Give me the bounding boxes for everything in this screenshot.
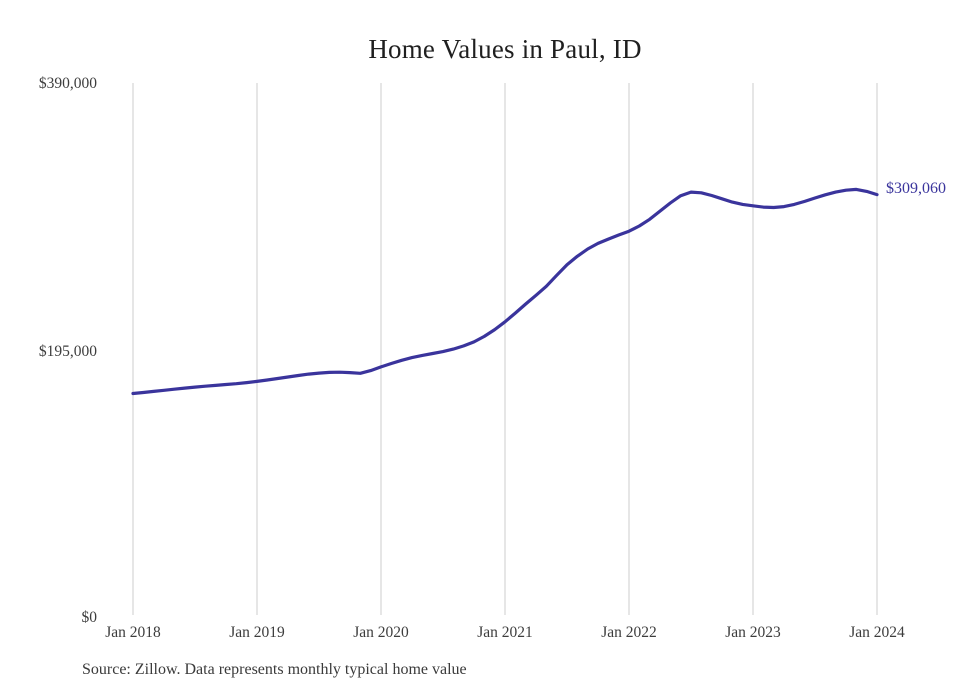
x-axis-tick-label-jan-2022: Jan 2022 <box>601 624 657 641</box>
x-axis-tick-label-jan-2023: Jan 2023 <box>725 624 781 641</box>
y-axis-tick-label-390000: $390,000 <box>38 75 97 92</box>
x-axis-tick-label-jan-2019: Jan 2019 <box>229 624 285 641</box>
x-axis-tick-label-jan-2018: Jan 2018 <box>105 624 161 641</box>
source-note: Source: Zillow. Data represents monthly … <box>82 661 467 678</box>
x-axis-tick-label-jan-2020: Jan 2020 <box>353 624 409 641</box>
latest-value-label: $309,060 <box>886 180 946 197</box>
x-axis-tick-label-jan-2024: Jan 2024 <box>849 624 905 641</box>
y-axis-tick-label-195000: $195,000 <box>38 343 97 360</box>
y-axis-tick-label-0: $0 <box>81 609 98 626</box>
x-axis-tick-label-jan-2021: Jan 2021 <box>477 624 533 641</box>
chart-title: Home Values in Paul, ID <box>368 34 642 64</box>
